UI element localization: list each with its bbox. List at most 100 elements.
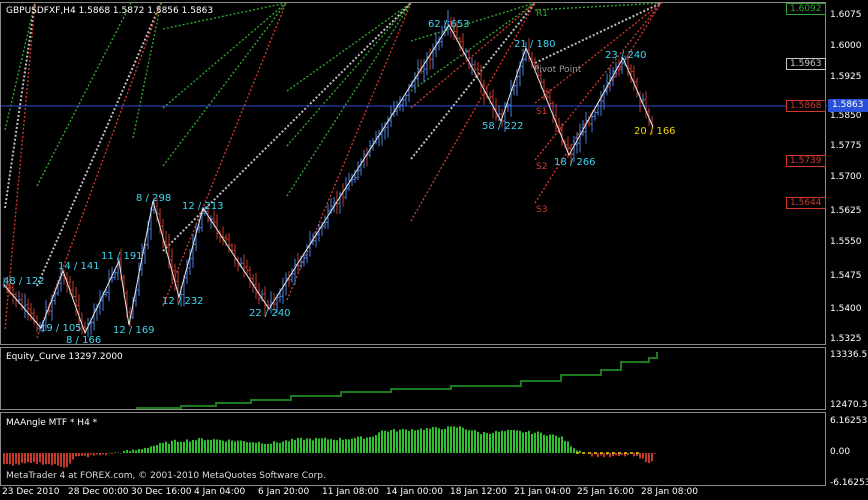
- ma-angle-bar: [627, 453, 629, 456]
- ma-angle-bar: [567, 441, 569, 453]
- ma-angle-bar: [327, 439, 329, 453]
- ma-angle-bar: [21, 453, 23, 463]
- symbol-header: GBPUSDFXF,H4 1.5868 1.5872 1.5856 1.5863: [6, 6, 213, 16]
- ma-angle-bar: [387, 431, 389, 453]
- price-tick: 1.5850: [830, 111, 862, 121]
- ma-angle-bar: [423, 430, 425, 453]
- pivot-level-line: [286, 3, 412, 92]
- ma-angle-bar: [615, 453, 617, 456]
- equity-axis-bottom: 12470.3: [830, 400, 868, 410]
- ma-angle-bar: [600, 453, 602, 456]
- ma-angle-bar: [216, 439, 218, 453]
- ma-angle-bar: [123, 450, 125, 453]
- ma-angle-bar: [420, 428, 422, 453]
- ma-angle-bar: [159, 442, 161, 453]
- ma-angle-bar: [225, 441, 227, 453]
- ma-angle-bar: [30, 453, 32, 464]
- ma-angle-bar: [381, 430, 383, 453]
- ma-angle-bar: [495, 430, 497, 453]
- ma-angle-bar: [228, 439, 230, 453]
- zigzag-label: 48 / 122: [3, 276, 45, 287]
- ma-angle-bar: [114, 452, 116, 453]
- ma-angle-bar: [234, 441, 236, 453]
- s3-value-box: 1.5644: [786, 197, 826, 209]
- zigzag-label: 8 / 166: [66, 335, 102, 346]
- ma-angle-bar: [546, 435, 548, 453]
- ma-angle-bar: [39, 453, 41, 463]
- zigzag-label: 18 / 266: [554, 157, 596, 168]
- ma-angle-bar: [147, 447, 149, 453]
- pivot-level-line: [36, 3, 132, 187]
- equity-curve-panel[interactable]: [0, 347, 826, 410]
- ma-angle-bar: [366, 437, 368, 453]
- s1-value-box: 1.5868: [786, 100, 826, 112]
- ma-angle-panel[interactable]: [0, 412, 826, 486]
- ma-angle-bar: [249, 442, 251, 453]
- pivot-level-line: [534, 3, 662, 161]
- pivot-level-line: [410, 3, 536, 92]
- ma-angle-bar: [18, 453, 20, 465]
- ma-angle-bar: [579, 450, 581, 453]
- ma-angle-bar: [12, 453, 14, 466]
- ma-angle-bar: [612, 453, 614, 457]
- ma-angle-bar: [336, 440, 338, 453]
- zigzag-label: 22 / 240: [249, 308, 291, 319]
- ma-angle-bar: [651, 453, 653, 462]
- zigzag-label: 58 / 222: [482, 121, 524, 132]
- ma-angle-bar: [402, 428, 404, 453]
- time-tick: 30 Dec 16:00: [131, 487, 192, 497]
- zigzag-label: 12 / 169: [113, 325, 155, 336]
- ma-angle-bar: [654, 453, 656, 454]
- ma-angle-bar: [15, 453, 17, 464]
- time-tick: 4 Jan 04:00: [194, 487, 246, 497]
- ma-angle-bar: [66, 453, 68, 468]
- ma-angle-bar: [348, 439, 350, 453]
- ma-angle-bar: [138, 448, 140, 453]
- ma-angle-bar: [330, 438, 332, 453]
- ma-angle-bar: [171, 440, 173, 453]
- ma-angle-bar: [441, 429, 443, 453]
- pivot-level-line: [410, 3, 536, 222]
- ma-angle-bar: [465, 429, 467, 453]
- ma-angle-title: MAAngle MTF * H4 *: [6, 418, 98, 428]
- zigzag-label-current: 20 / 166: [634, 126, 676, 137]
- ma-angle-bar: [408, 431, 410, 453]
- ma-angle-bar: [144, 447, 146, 453]
- zigzag-label: 14 / 141: [58, 261, 100, 272]
- ma-angle-bar: [153, 445, 155, 453]
- ma-angle-bar: [501, 430, 503, 453]
- ma-angle-bar: [636, 453, 638, 457]
- s1-label: S1: [536, 107, 548, 117]
- ma-angle-bar: [279, 442, 281, 453]
- ma-angle-bar: [3, 453, 5, 465]
- ma-angle-bar: [492, 432, 494, 453]
- ma-angle-bar: [504, 431, 506, 453]
- ma-angle-bar: [87, 453, 89, 458]
- price-tick: 1.5550: [830, 237, 862, 247]
- ma-angle-bar: [165, 441, 167, 453]
- ma-angle-bar: [411, 429, 413, 453]
- ma-angle-bar: [345, 439, 347, 453]
- ma-angle-bar: [372, 436, 374, 453]
- ma-angle-bar: [375, 435, 377, 453]
- ma-angle-bar: [6, 453, 8, 464]
- equity-line: [136, 352, 658, 409]
- ma-angle-bar: [93, 453, 95, 456]
- ma-angle-bar: [633, 453, 635, 457]
- ma-angle-bar: [306, 438, 308, 453]
- ma-angle-bar: [195, 440, 197, 453]
- ma-angle-bar: [555, 435, 557, 453]
- ma-angle-bar: [174, 439, 176, 453]
- pivot-point-label: Pivot Point: [534, 65, 582, 75]
- ma-angle-bar: [300, 437, 302, 453]
- ma-angle-bar: [489, 433, 491, 453]
- price-chart-panel[interactable]: [0, 2, 827, 345]
- ma-angle-bar: [480, 434, 482, 453]
- ma-angle-bar: [474, 430, 476, 453]
- ma-angle-bar: [417, 429, 419, 453]
- ma-angle-bar: [231, 440, 233, 453]
- platform-footer: MetaTrader 4 at FOREX.com, © 2001-2010 M…: [6, 471, 326, 481]
- ma-angle-bar: [213, 439, 215, 453]
- ma-angle-bar: [483, 432, 485, 453]
- ma-angle-bar: [252, 442, 254, 453]
